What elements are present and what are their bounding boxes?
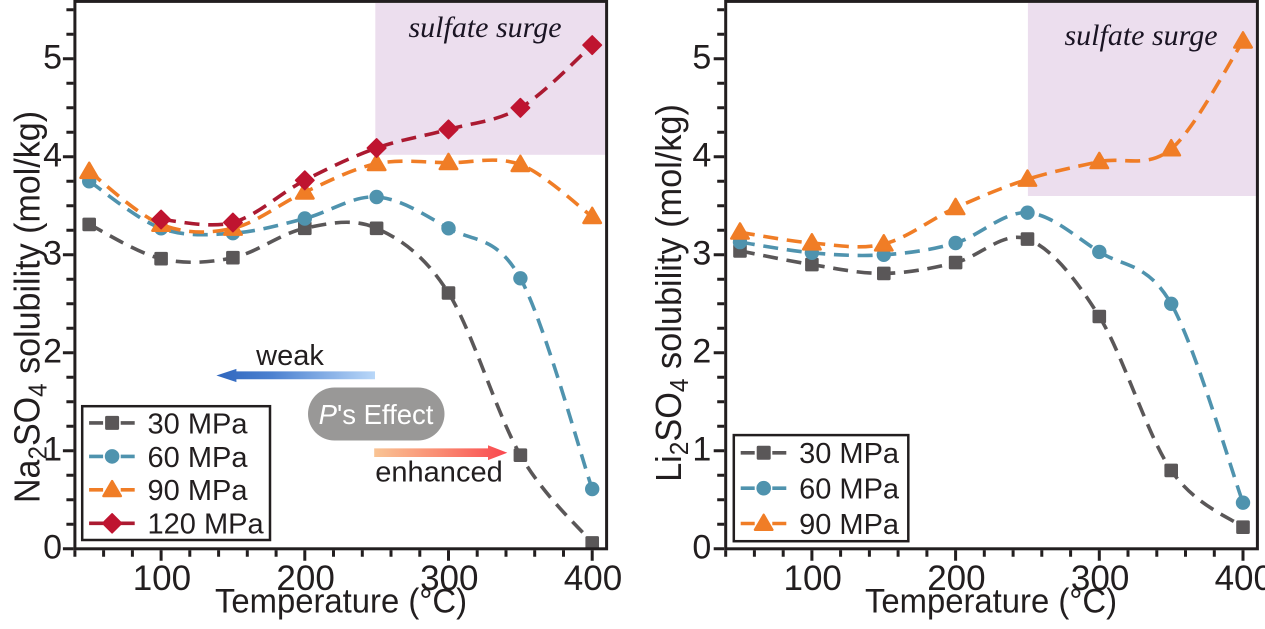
svg-text:4: 4	[43, 137, 62, 175]
svg-text:120 MPa: 120 MPa	[148, 509, 265, 541]
svg-text:3: 3	[692, 235, 711, 273]
svg-text:4: 4	[692, 137, 711, 175]
svg-text:30 MPa: 30 MPa	[148, 408, 249, 440]
svg-text:Temperature (°C): Temperature (°C)	[215, 583, 467, 621]
svg-text:2: 2	[692, 333, 711, 371]
svg-text:P's Effect: P's Effect	[319, 399, 434, 430]
svg-text:200: 200	[927, 559, 985, 598]
svg-text:30 MPa: 30 MPa	[799, 438, 900, 470]
svg-text:100: 100	[133, 559, 191, 598]
svg-text:90 MPa: 90 MPa	[799, 509, 900, 541]
svg-text:200: 200	[276, 559, 334, 598]
svg-text:enhanced: enhanced	[375, 457, 502, 489]
svg-text:sulfate surge: sulfate surge	[408, 11, 561, 44]
svg-text:Temperature (°C): Temperature (°C)	[865, 583, 1117, 621]
svg-text:weak: weak	[255, 340, 324, 372]
svg-text:300: 300	[420, 559, 478, 598]
svg-text:0: 0	[692, 529, 711, 567]
svg-text:400: 400	[1215, 559, 1265, 598]
svg-text:3: 3	[43, 235, 62, 273]
svg-text:1: 1	[692, 431, 711, 469]
svg-text:Li2SO4 solubility (mol/kg): Li2SO4 solubility (mol/kg)	[648, 104, 694, 482]
svg-text:2: 2	[43, 333, 62, 371]
svg-text:Na2SO4 solubility (mol/kg): Na2SO4 solubility (mol/kg)	[7, 111, 52, 503]
svg-text:1: 1	[43, 431, 62, 469]
svg-text:300: 300	[1071, 559, 1129, 598]
svg-text:90 MPa: 90 MPa	[148, 475, 249, 507]
svg-text:60 MPa: 60 MPa	[148, 442, 249, 474]
svg-text:0: 0	[43, 529, 62, 567]
svg-text:100: 100	[783, 559, 841, 598]
svg-text:sulfate surge: sulfate surge	[1064, 19, 1217, 52]
svg-text:400: 400	[564, 559, 622, 598]
svg-text:5: 5	[692, 39, 711, 77]
svg-text:5: 5	[43, 39, 62, 77]
svg-text:60 MPa: 60 MPa	[799, 474, 900, 506]
